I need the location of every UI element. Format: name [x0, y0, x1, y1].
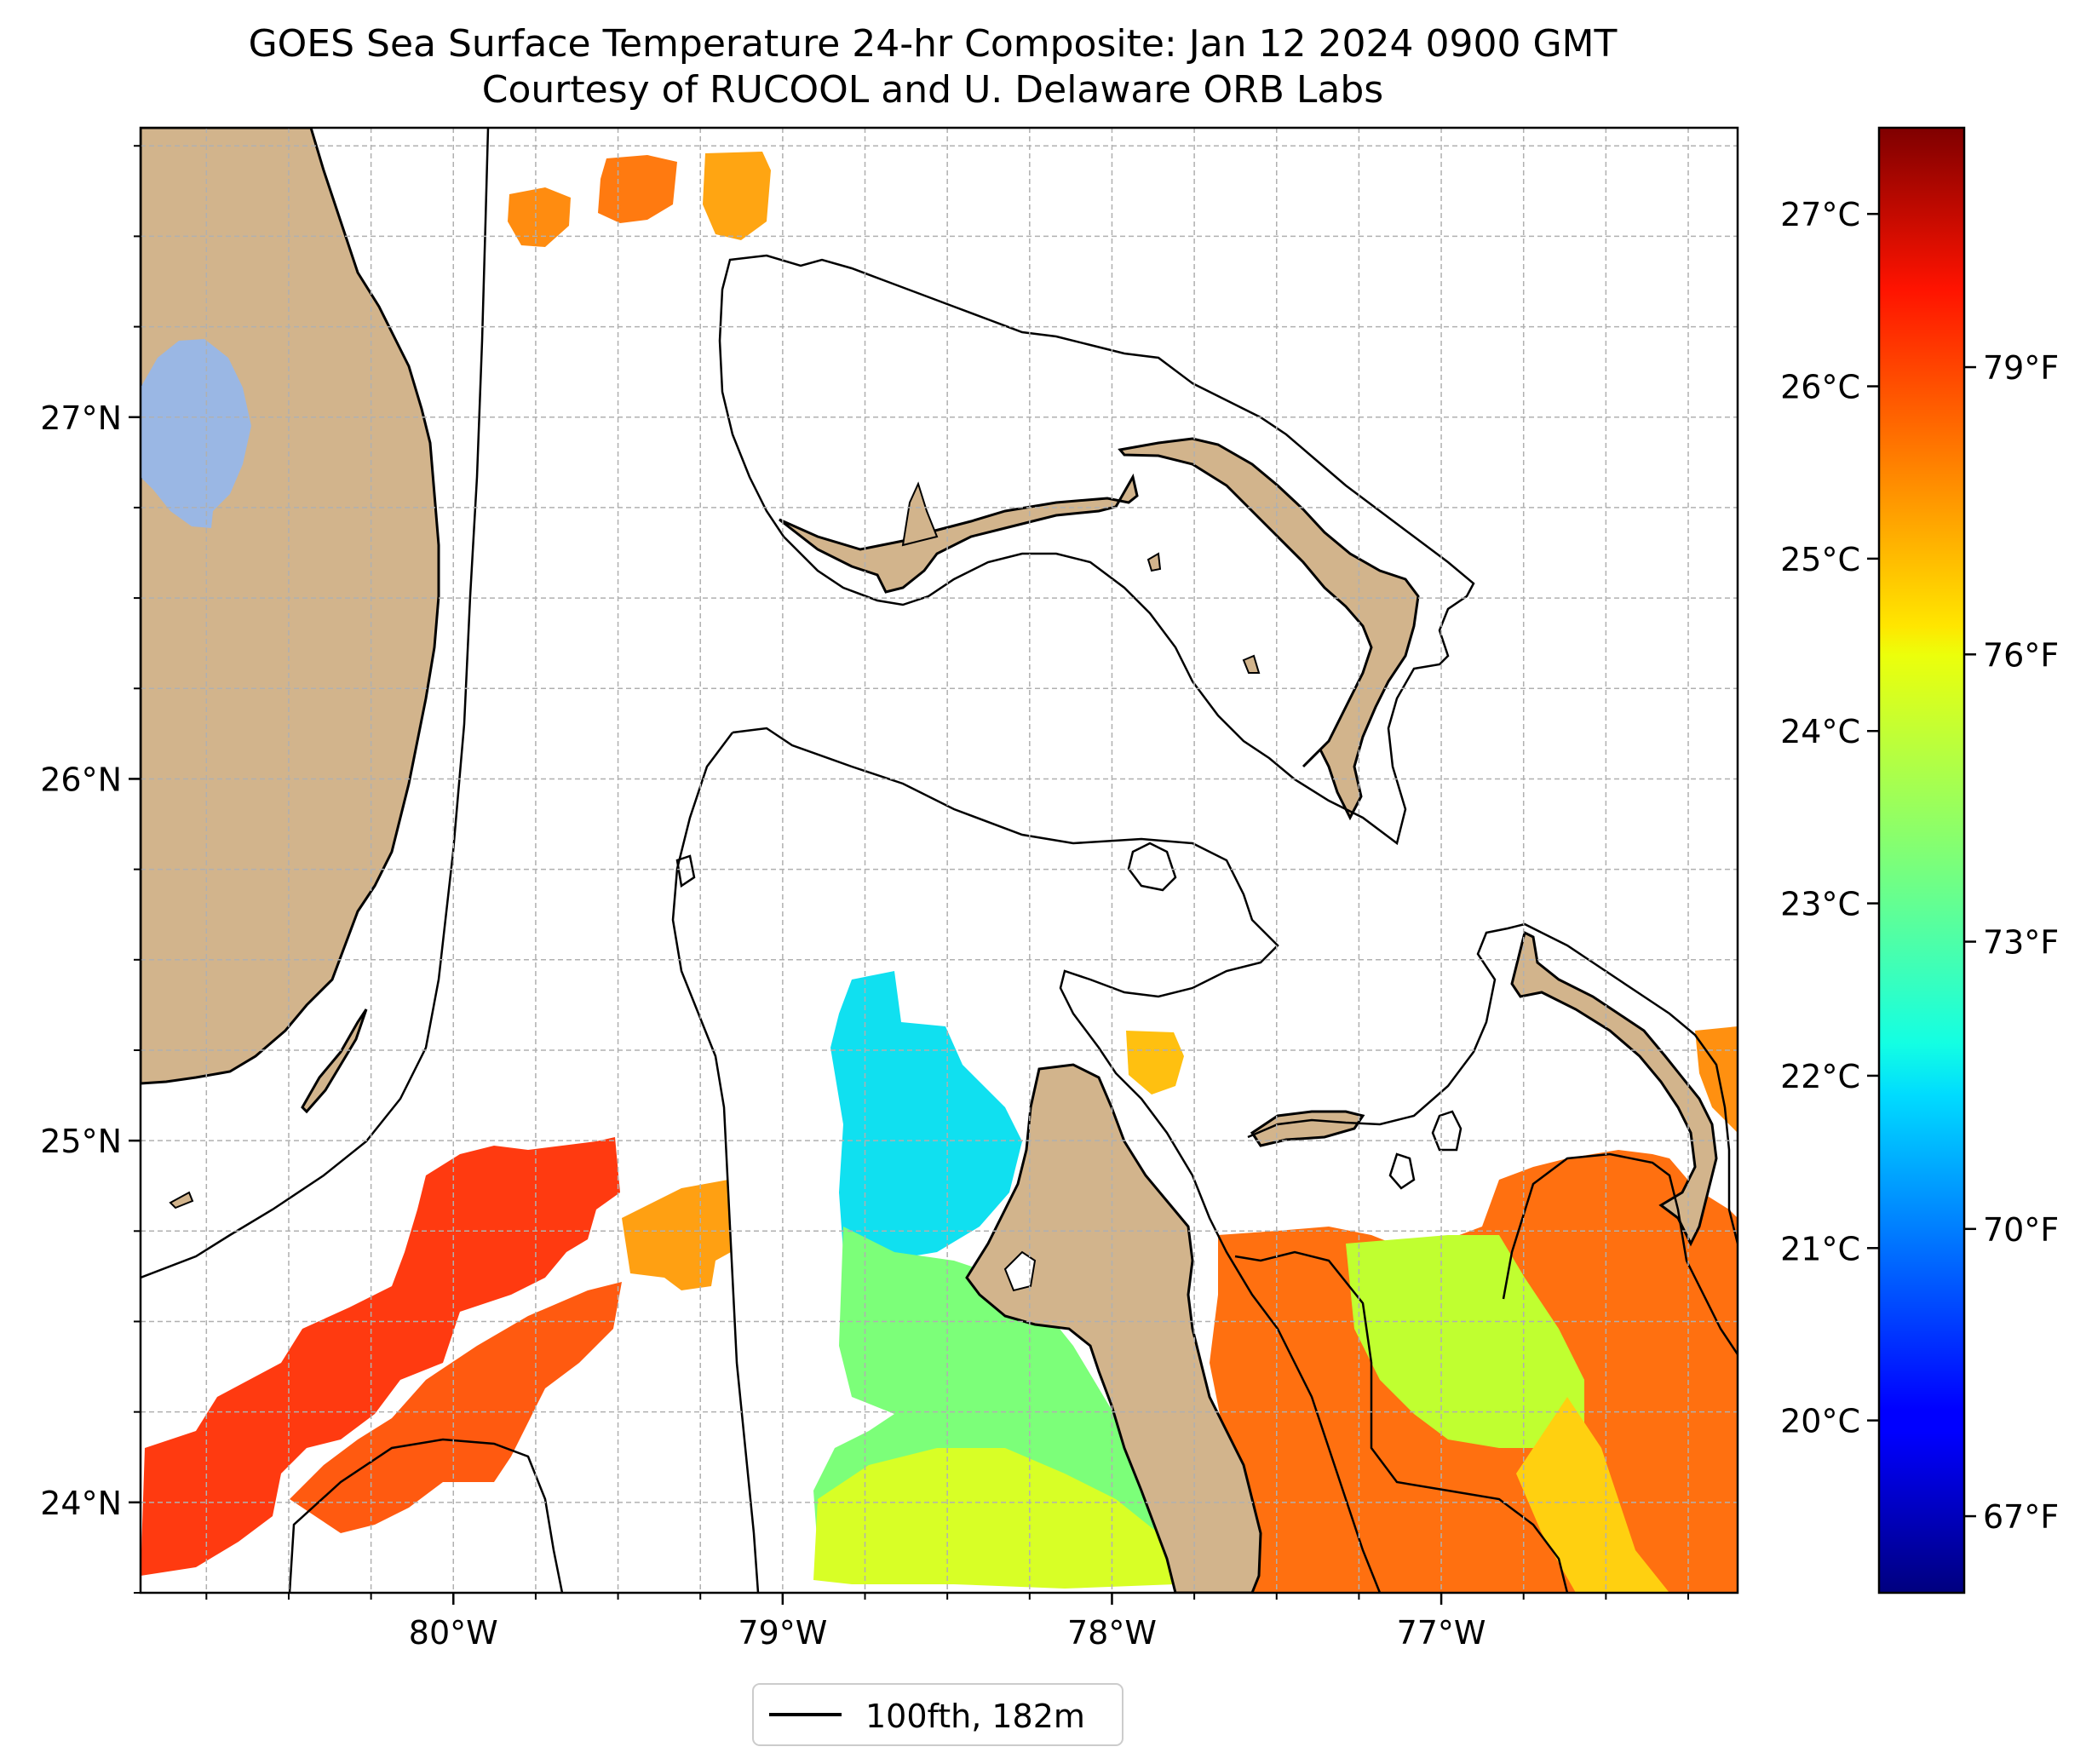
- land-grand-bahama: [779, 473, 1139, 594]
- lon-tick-label: 80°W: [409, 1614, 498, 1652]
- lake-okeechobee: [141, 339, 251, 528]
- celsius-tick-label: 26°C: [1780, 369, 1860, 406]
- lat-tick-label: 27°N: [40, 399, 122, 437]
- isobath-islet-1: [1127, 842, 1177, 892]
- colorbar: [1877, 126, 1966, 1594]
- land-keys-west: [169, 1191, 194, 1210]
- isobath-islet-4: [675, 854, 696, 888]
- legend-box: [752, 1683, 1123, 1746]
- isobath-lines: [141, 128, 1738, 1593]
- celsius-tick-label: 25°C: [1780, 541, 1860, 578]
- sst-patch-warm-south-band: [290, 1282, 622, 1533]
- celsius-tick-label: 23°C: [1780, 886, 1860, 923]
- isobath-islet-2: [1431, 1110, 1462, 1152]
- latitude-axis: 27°N 26°N 25°N 24°N: [40, 399, 141, 1522]
- land-grand-bahama-east: [901, 481, 939, 547]
- isobath-little-bahama-bank: [718, 254, 1475, 846]
- fahrenheit-tick-label: 73°F: [1983, 924, 2059, 962]
- map-gridlines: [141, 128, 1738, 1594]
- sst-patch-orange-center: [622, 1180, 731, 1290]
- sst-patch-warm-southwest: [141, 1137, 620, 1576]
- isobath-cay-sal-bank: [288, 1438, 564, 1593]
- colorbar-celsius-axis: 20°C 21°C 22°C 23°C 24°C 25°C 26°C 27°C: [1780, 196, 1879, 1440]
- lat-tick-label: 26°N: [40, 761, 122, 798]
- isobath-south-andros: [1234, 1250, 1569, 1593]
- lat-tick-label: 24°N: [40, 1485, 122, 1522]
- land-andros: [965, 1063, 1262, 1593]
- map-area: [141, 128, 1738, 1593]
- legend: 100fth, 182m: [752, 1683, 1123, 1746]
- sst-patch-east-edge: [1695, 1026, 1738, 1133]
- land-small-cay-1: [1146, 552, 1162, 572]
- lon-tick-label: 78°W: [1067, 1614, 1157, 1652]
- lon-tick-label: 77°W: [1397, 1614, 1486, 1652]
- isobath-islet-3: [1388, 1152, 1416, 1190]
- sst-patch-yellow-central: [813, 1448, 1175, 1589]
- lon-tick-label: 79°W: [738, 1614, 827, 1652]
- fahrenheit-tick-label: 76°F: [1983, 636, 2059, 674]
- celsius-tick-label: 27°C: [1780, 196, 1860, 233]
- celsius-tick-label: 22°C: [1780, 1058, 1860, 1095]
- sst-patch-north-3: [703, 152, 771, 240]
- land-eleuthera: [1510, 930, 1718, 1247]
- colorbar-fahrenheit-axis: 67°F 70°F 73°F 76°F 79°F: [1964, 349, 2059, 1536]
- isobath-great-bahama-bank: [732, 727, 1382, 1593]
- isobath-great-bahama-bank-west: [671, 732, 760, 1593]
- land-abaco: [1118, 437, 1420, 821]
- figure-subtitle: Courtesy of RUCOOL and U. Delaware ORB L…: [481, 68, 1384, 112]
- sst-patch-yellow-mid-southeast: [1516, 1397, 1669, 1593]
- figure-title: GOES Sea Surface Temperature 24-hr Compo…: [248, 22, 1618, 66]
- minor-ticks: [134, 145, 1690, 1600]
- celsius-tick-label: 21°C: [1780, 1230, 1860, 1267]
- land-florida-keys: [301, 1008, 368, 1114]
- isobath-florida-straits: [141, 128, 490, 1279]
- isobath-exuma-sound: [1502, 1152, 1738, 1355]
- lat-tick-label: 25°N: [40, 1123, 122, 1160]
- fahrenheit-tick-label: 67°F: [1983, 1498, 2059, 1536]
- sst-patch-cool-tongue: [830, 971, 1022, 1261]
- celsius-tick-label: 20°C: [1780, 1403, 1860, 1440]
- sst-patch-small-yellow: [1126, 1031, 1184, 1095]
- land-small-cay-2: [1242, 654, 1261, 674]
- land-andros-channel: [1003, 1250, 1037, 1292]
- sst-patch-north-2: [598, 155, 677, 223]
- longitude-axis: 80°W 79°W 78°W 77°W: [409, 1593, 1486, 1652]
- legend-label: 100fth, 182m: [865, 1698, 1085, 1735]
- sst-patch-yellow-southeast: [1346, 1235, 1584, 1448]
- fahrenheit-tick-label: 70°F: [1983, 1211, 2059, 1249]
- sst-patch-north-1: [508, 187, 571, 247]
- map-frame: [139, 126, 1739, 1594]
- isobath-tongue-of-ocean: [1247, 922, 1738, 1244]
- celsius-tick-label: 24°C: [1780, 713, 1860, 750]
- fahrenheit-tick-label: 79°F: [1983, 349, 2059, 387]
- land-florida: [141, 128, 440, 1085]
